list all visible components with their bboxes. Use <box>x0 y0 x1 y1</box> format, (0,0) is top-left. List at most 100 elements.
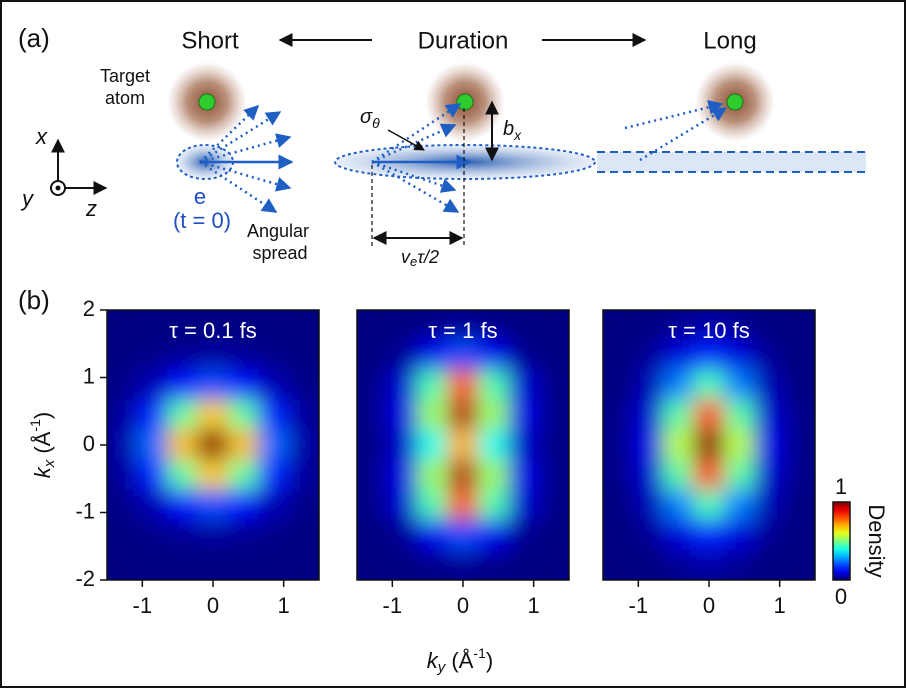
cell <box>417 549 449 580</box>
x-tick-label: 1 <box>528 593 540 618</box>
cell <box>136 429 169 461</box>
spread: Angular <box>247 221 309 241</box>
colorbar-label: Density <box>864 504 889 577</box>
cell <box>357 310 388 341</box>
cell <box>538 459 569 491</box>
cell <box>288 489 319 521</box>
cell <box>693 429 725 461</box>
long: Long <box>703 27 756 54</box>
cell <box>257 489 290 521</box>
cell <box>663 399 695 431</box>
cell <box>357 519 388 551</box>
cell <box>136 310 169 341</box>
cell <box>753 399 786 431</box>
cell <box>663 489 695 521</box>
cell <box>197 459 229 491</box>
cell <box>507 549 540 580</box>
cell <box>538 549 569 580</box>
cell <box>357 549 388 580</box>
cell <box>136 549 169 580</box>
cell <box>417 429 449 461</box>
cell <box>257 339 290 371</box>
axis-title: ky (Å-1) <box>427 645 493 676</box>
cell <box>288 339 319 371</box>
cell <box>197 369 229 401</box>
cell <box>288 549 319 580</box>
target-label: atom <box>105 88 145 108</box>
colorbar <box>832 501 851 581</box>
cell <box>693 310 725 341</box>
cell <box>603 339 634 371</box>
cell <box>447 310 479 341</box>
x-tick-label: 0 <box>703 593 715 618</box>
cell <box>167 369 199 401</box>
cells <box>357 310 569 580</box>
axis-z: z <box>85 196 97 221</box>
heatmap-panel <box>603 310 815 580</box>
cell <box>477 399 509 431</box>
cell <box>753 549 786 580</box>
diagram: (a) Short Duration Long Target atom x y … <box>18 23 866 269</box>
cell <box>386 399 419 431</box>
cell <box>257 310 290 341</box>
cell <box>227 459 259 491</box>
cell <box>693 489 725 521</box>
cell <box>417 489 449 521</box>
cell <box>417 519 449 551</box>
cell <box>107 399 138 431</box>
cell <box>603 399 634 431</box>
cell <box>603 489 634 521</box>
cell <box>357 489 388 521</box>
cell <box>723 519 755 551</box>
heatmap-panel <box>357 310 569 580</box>
cell <box>663 549 695 580</box>
cell <box>227 429 259 461</box>
cell <box>603 549 634 580</box>
time: (t = 0) <box>173 208 231 233</box>
cell <box>784 459 815 491</box>
cell <box>477 429 509 461</box>
cell <box>136 459 169 491</box>
cell <box>693 549 725 580</box>
panel-title: τ = 1 fs <box>428 318 497 343</box>
cell <box>386 339 419 371</box>
cell <box>632 519 665 551</box>
cell <box>197 310 229 341</box>
cell <box>632 459 665 491</box>
cell <box>603 429 634 461</box>
cell <box>386 310 419 341</box>
y-tick-label: 2 <box>83 296 95 321</box>
cell <box>477 339 509 371</box>
cell <box>477 489 509 521</box>
cell <box>288 519 319 551</box>
cell <box>417 339 449 371</box>
spread: spread <box>252 243 307 263</box>
panel-title: τ = 0.1 fs <box>169 318 257 343</box>
cell <box>288 369 319 401</box>
x-tick-label: 1 <box>278 593 290 618</box>
cell <box>447 459 479 491</box>
cell <box>288 459 319 491</box>
cell <box>663 369 695 401</box>
cell <box>693 369 725 401</box>
cell <box>603 459 634 491</box>
cell <box>417 310 449 341</box>
cell <box>753 489 786 521</box>
cell <box>723 489 755 521</box>
cell <box>538 489 569 521</box>
cell <box>386 549 419 580</box>
cell <box>288 429 319 461</box>
cell <box>784 429 815 461</box>
cell <box>753 369 786 401</box>
cell <box>288 399 319 431</box>
cell <box>447 519 479 551</box>
cell <box>507 339 540 371</box>
axis-title: kx (Å-1) <box>27 412 58 478</box>
cell <box>107 459 138 491</box>
short: Short <box>181 27 239 54</box>
x-tick-label: -1 <box>133 593 153 618</box>
cell <box>357 429 388 461</box>
cell <box>107 549 138 580</box>
x-tick-label: 1 <box>774 593 786 618</box>
cell <box>632 369 665 401</box>
